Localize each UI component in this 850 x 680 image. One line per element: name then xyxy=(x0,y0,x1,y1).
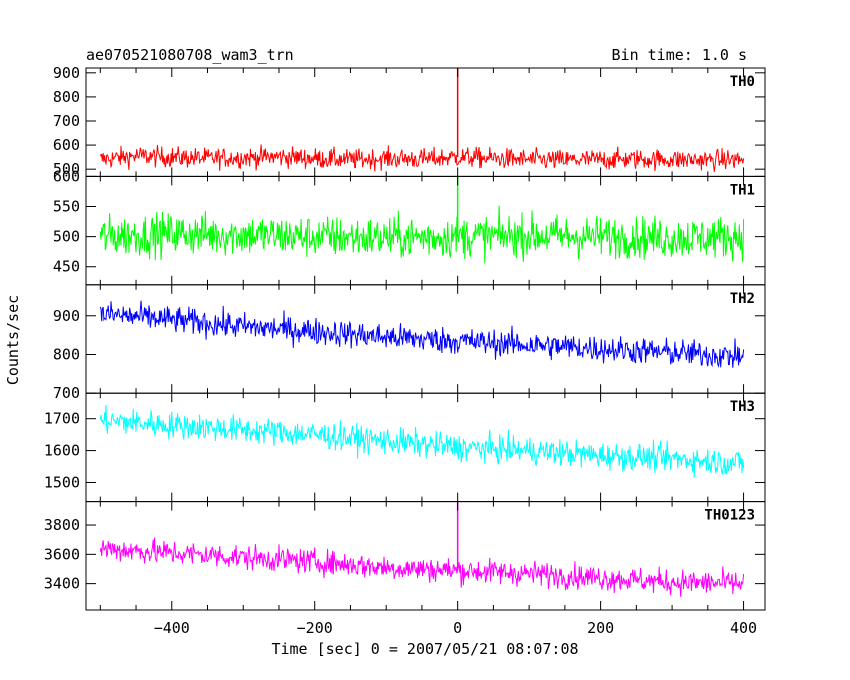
chart-title: ae070521080708_wam3_trn xyxy=(86,46,294,64)
y-tick-label: 1700 xyxy=(44,410,80,428)
x-tick-label: 400 xyxy=(730,619,757,637)
y-tick-label: 600 xyxy=(53,136,80,154)
x-tick-label: 200 xyxy=(587,619,614,637)
bin-time-label: Bin time: 1.0 s xyxy=(612,46,747,64)
x-axis-label: Time [sec] 0 = 2007/05/21 08:07:08 xyxy=(271,640,578,658)
panel-label: TH0123 xyxy=(704,508,755,524)
series-line-th3 xyxy=(99,404,745,478)
y-tick-label: 900 xyxy=(53,64,80,82)
panel-label: TH2 xyxy=(730,291,755,307)
y-tick-label: 1500 xyxy=(44,473,80,491)
series-line-th1 xyxy=(99,205,745,264)
x-tick-label: 0 xyxy=(453,619,462,637)
y-tick-label: 800 xyxy=(53,88,80,106)
panel-label: TH3 xyxy=(730,399,755,415)
y-tick-label: 700 xyxy=(53,112,80,130)
y-axis-label: Counts/sec xyxy=(4,295,22,385)
series-line-th2 xyxy=(99,300,745,368)
y-tick-label: 3400 xyxy=(44,575,80,593)
panel-label: TH0 xyxy=(730,74,755,90)
y-tick-label: 1600 xyxy=(44,442,80,460)
y-tick-label: 700 xyxy=(53,384,80,402)
y-tick-label: 450 xyxy=(53,258,80,276)
panel-label: TH1 xyxy=(730,182,755,198)
x-tick-label: −400 xyxy=(154,619,190,637)
y-tick-label: 600 xyxy=(53,167,80,185)
panel-frame xyxy=(85,501,766,611)
y-tick-label: 550 xyxy=(53,198,80,216)
y-tick-label: 500 xyxy=(53,160,80,178)
y-tick-label: 3600 xyxy=(44,545,80,563)
y-tick-label: 500 xyxy=(53,228,80,246)
panels-group: 500600700800900TH0450500550600TH17008009… xyxy=(44,64,766,637)
series-line-th0 xyxy=(99,144,745,172)
panel-frame xyxy=(85,175,766,286)
y-tick-label: 800 xyxy=(53,345,80,363)
y-tick-label: 3800 xyxy=(44,516,80,534)
series-line-th0123 xyxy=(99,537,745,597)
x-tick-label: −200 xyxy=(297,619,333,637)
y-tick-label: 900 xyxy=(53,307,80,325)
